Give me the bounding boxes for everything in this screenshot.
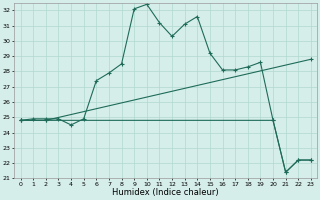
X-axis label: Humidex (Indice chaleur): Humidex (Indice chaleur) [112,188,219,197]
